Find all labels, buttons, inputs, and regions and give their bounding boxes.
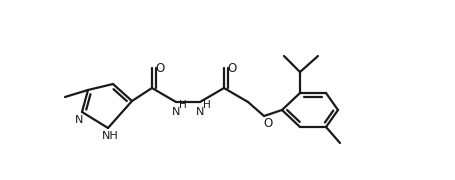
Text: O: O (263, 116, 272, 129)
Text: N: N (195, 107, 204, 117)
Text: O: O (155, 62, 164, 75)
Text: H: H (179, 100, 187, 110)
Text: H: H (202, 100, 210, 110)
Text: N: N (75, 115, 83, 125)
Text: NH: NH (101, 131, 118, 141)
Text: N: N (172, 107, 180, 117)
Text: O: O (227, 62, 236, 75)
